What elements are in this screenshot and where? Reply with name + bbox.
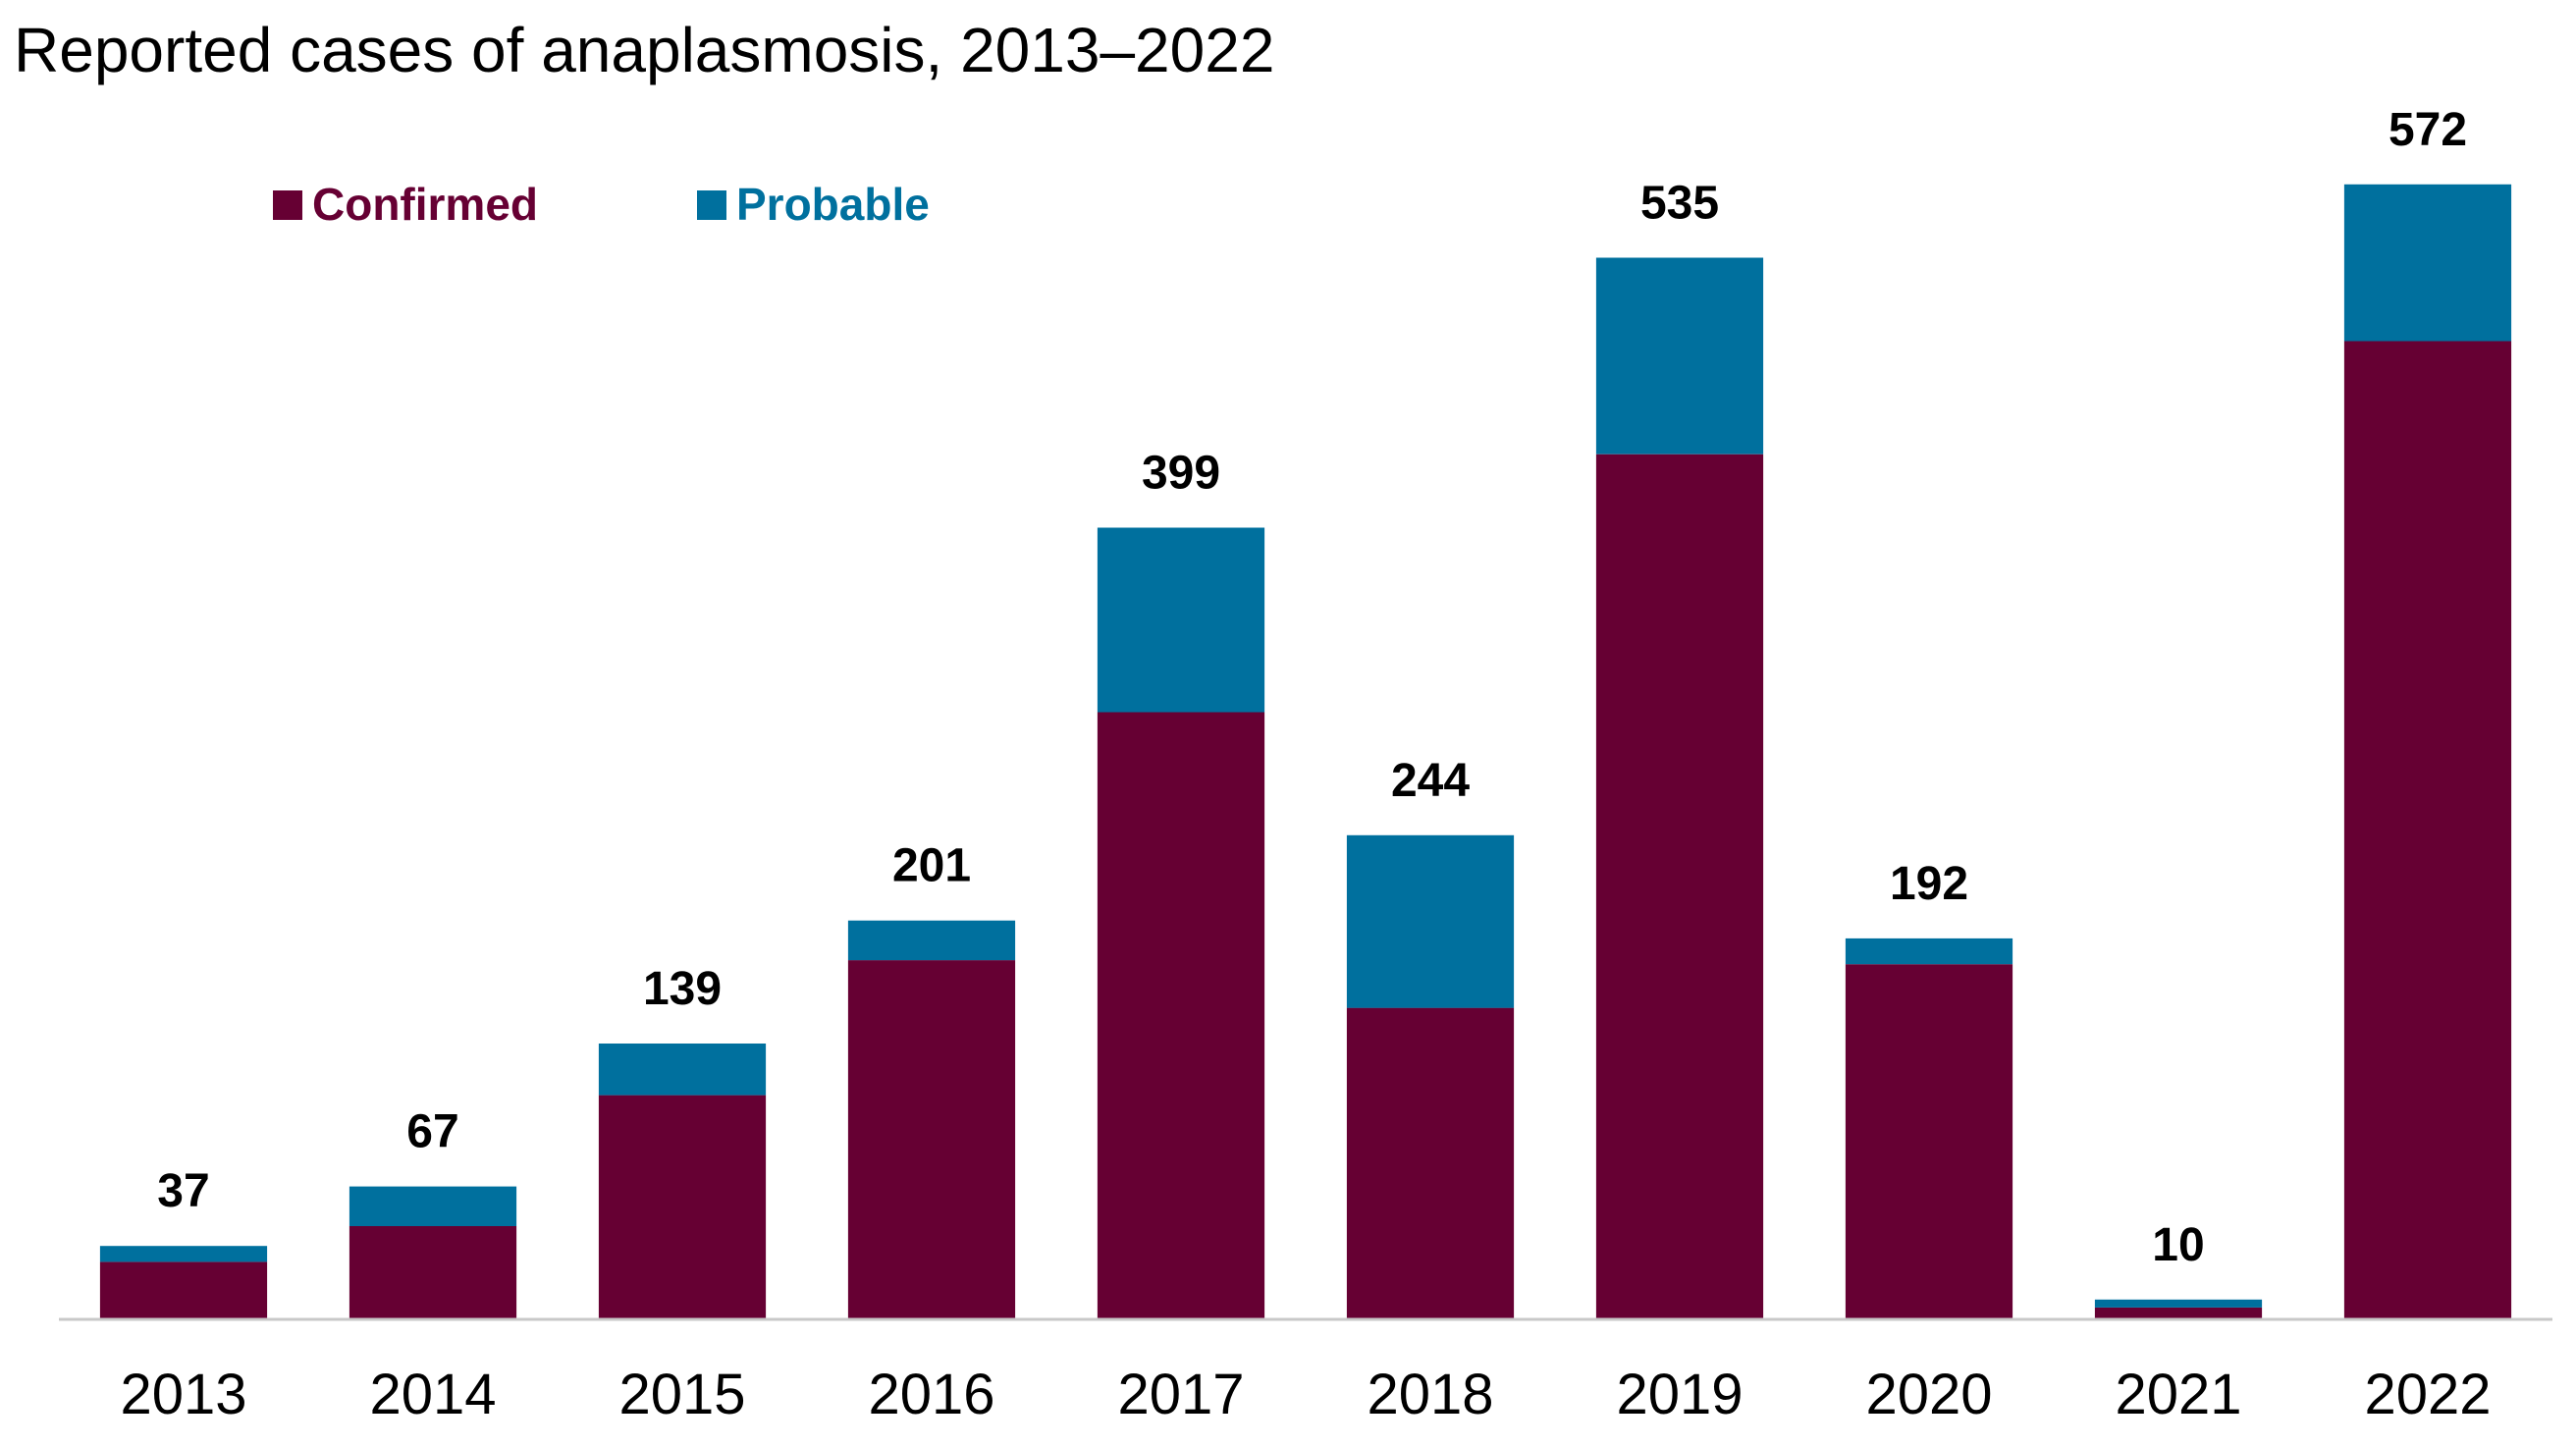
bar-confirmed-2017 [1097,712,1265,1319]
x-tick-2018: 2018 [1367,1363,1493,1426]
total-label-2020: 192 [1890,858,1968,910]
bar-confirmed-2021 [2094,1307,2263,1319]
bar-confirmed-2018 [1346,1007,1515,1319]
bar-probable-2015 [598,1044,767,1096]
bar-confirmed-2014 [349,1226,517,1319]
total-label-2016: 201 [892,840,971,892]
bar-confirmed-2015 [598,1095,767,1319]
total-label-2021: 10 [2152,1219,2204,1271]
bar-probable-2013 [99,1246,268,1262]
total-label-2017: 399 [1142,448,1220,500]
bar-probable-2014 [349,1186,517,1226]
bar-confirmed-2022 [2343,341,2512,1319]
x-tick-2021: 2021 [2115,1363,2241,1426]
x-tick-2015: 2015 [618,1363,745,1426]
bar-confirmed-2020 [1845,964,2013,1319]
total-label-2015: 139 [643,963,722,1015]
total-label-2014: 67 [406,1106,458,1158]
x-tick-2022: 2022 [2364,1363,2491,1426]
total-label-2019: 535 [1640,178,1719,230]
x-tick-2020: 2020 [1865,1363,1992,1426]
bar-probable-2021 [2094,1299,2263,1308]
bar-probable-2022 [2343,184,2512,342]
bar-probable-2018 [1346,834,1515,1008]
legend-swatch-confirmed [273,190,302,220]
legend-label-confirmed: Confirmed [312,179,538,230]
x-tick-2017: 2017 [1117,1363,1244,1426]
bar-probable-2017 [1097,527,1265,713]
chart-title: Reported cases of anaplasmosis, 2013–202… [14,15,1275,85]
bar-probable-2016 [847,920,1016,961]
x-tick-2016: 2016 [868,1363,994,1426]
x-tick-labels: 2013 2014 2015 2016 2017 2018 2019 2020 2021 2022 [120,1363,2491,1426]
bar-probable-2020 [1845,938,2013,965]
x-tick-2013: 2013 [120,1363,246,1426]
total-labels: 37 67 139 201 399 244 535 192 10 572 [157,104,2467,1271]
total-label-2018: 244 [1391,755,1470,807]
x-tick-2019: 2019 [1616,1363,1743,1426]
x-tick-2014: 2014 [369,1363,496,1426]
legend-label-probable: Probable [736,179,930,230]
bar-confirmed-2019 [1595,454,1764,1319]
bar-confirmed-2016 [847,960,1016,1319]
bar-probable-2019 [1595,257,1764,455]
bar-confirmed-2013 [99,1261,268,1319]
total-label-2022: 572 [2388,104,2467,156]
total-label-2013: 37 [157,1165,209,1217]
legend: Confirmed Probable [273,179,930,230]
bars [99,184,2512,1319]
legend-swatch-probable [697,190,726,220]
